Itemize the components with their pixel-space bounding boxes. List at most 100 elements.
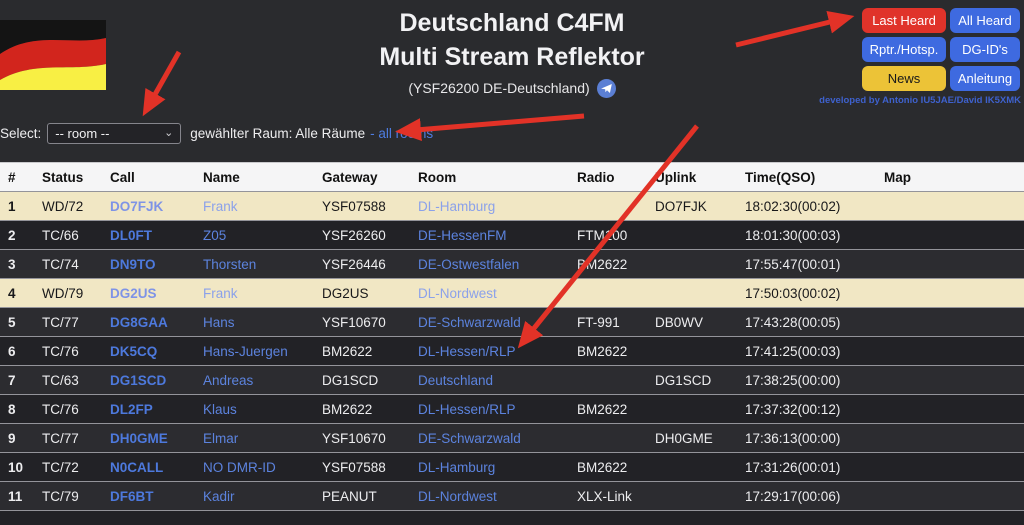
all-rooms-link[interactable]: - all rooms <box>370 126 434 141</box>
title-line-2: Multi Stream Reflektor <box>379 43 645 71</box>
cell-name[interactable]: Elmar <box>203 430 239 446</box>
cell-name[interactable]: Hans <box>203 314 235 330</box>
column-header-uplink: Uplink <box>655 169 697 185</box>
cell-num: 3 <box>8 256 16 272</box>
cell-num: 11 <box>8 488 23 504</box>
table-body: 1 WD/72 DO7FJK Frank YSF07588 DL-Hamburg DO7FJ… <box>0 191 1024 510</box>
cell-gateway: PEANUT <box>322 488 377 504</box>
button-last-heard[interactable]: Last Heard <box>862 8 946 33</box>
cell-room[interactable]: DL-Hamburg <box>418 459 496 475</box>
cell-time: 17:36:13(00:00) <box>745 430 841 446</box>
cell-name[interactable]: Kadir <box>203 488 235 504</box>
cell-call[interactable]: DK5CQ <box>110 343 158 359</box>
cell-call[interactable]: DL2FP <box>110 401 153 417</box>
cell-num: 9 <box>8 430 16 446</box>
cell-gateway: DG1SCD <box>322 372 379 388</box>
cell-status: TC/76 <box>42 343 79 359</box>
cell-name[interactable]: Frank <box>203 198 238 214</box>
column-header-name: Name <box>203 169 240 185</box>
cell-name[interactable]: Z05 <box>203 227 227 243</box>
room-select[interactable]: -- room -- ⌄ <box>47 123 182 144</box>
cell-room[interactable]: Deutschland <box>418 372 494 388</box>
chevron-down-icon: ⌄ <box>164 127 174 139</box>
button-anleitung[interactable]: Anleitung <box>950 66 1020 91</box>
cell-call[interactable]: DG8GAA <box>110 314 168 330</box>
cell-call[interactable]: N0CALL <box>110 459 164 475</box>
column-header-room: Room <box>418 169 457 185</box>
table-row: 6 TC/76 DK5CQ Hans-Juergen BM2622 DL-Hessen/R… <box>0 336 1024 365</box>
cell-room[interactable]: DE-Schwarzwald <box>418 430 521 446</box>
table-row: 3 TC/74 DN9TO Thorsten YSF26446 DE-Ostwestfal… <box>0 249 1024 278</box>
table-row: 4 WD/79 DG2US Frank DG2US DL-Nordwest 17:50:03… <box>0 278 1024 307</box>
cell-time: 18:02:30(00:02) <box>745 198 841 214</box>
cell-time: 17:37:32(00:12) <box>745 401 841 417</box>
table-row: 9 TC/77 DH0GME Elmar YSF10670 DE-Schwarzwald D… <box>0 423 1024 452</box>
reflector-subtitle: (YSF26200 DE-Deutschland) <box>408 80 590 96</box>
cell-name[interactable]: Klaus <box>203 401 237 417</box>
cell-num: 4 <box>8 285 16 301</box>
cell-call[interactable]: DF6BT <box>110 488 154 504</box>
button-all-heard[interactable]: All Heard <box>950 8 1020 33</box>
cell-room[interactable]: DE-Schwarzwald <box>418 314 521 330</box>
column-header-gateway: Gateway <box>322 169 378 185</box>
cell-gateway: YSF10670 <box>322 430 386 446</box>
cell-room[interactable]: DL-Hamburg <box>418 198 496 214</box>
cell-uplink: DH0GME <box>655 430 713 446</box>
table-row-partial <box>0 510 1024 525</box>
cell-room[interactable]: DL-Hessen/RLP <box>418 343 516 359</box>
cell-uplink: DB0WV <box>655 314 704 330</box>
annotation-arrow-room-select <box>142 50 182 117</box>
cell-status: TC/76 <box>42 401 79 417</box>
cell-name[interactable]: Hans-Juergen <box>203 343 288 359</box>
cell-num: 5 <box>8 314 16 330</box>
cell-call[interactable]: DG2US <box>110 285 157 301</box>
cell-time: 17:41:25(00:03) <box>745 343 841 359</box>
cell-num: 1 <box>8 198 16 214</box>
table-row: 11 TC/79 DF6BT Kadir PEANUT DL-Nordwest XLX-Li… <box>0 481 1024 510</box>
cell-call[interactable]: DH0GME <box>110 430 168 446</box>
cell-time: 17:29:17(00:06) <box>745 488 841 504</box>
cell-time: 17:55:47(00:01) <box>745 256 841 272</box>
cell-gateway: DG2US <box>322 285 369 301</box>
cell-radio: FTM100 <box>577 227 628 243</box>
cell-call[interactable]: DL0FT <box>110 227 152 243</box>
cell-status: TC/77 <box>42 314 79 330</box>
cell-room[interactable]: DL-Hessen/RLP <box>418 401 516 417</box>
cell-call[interactable]: DO7FJK <box>110 198 164 214</box>
column-header-call: Call <box>110 169 135 185</box>
telegram-icon[interactable] <box>596 78 616 98</box>
cell-gateway: YSF26446 <box>322 256 386 272</box>
table-header-row: # Status Call Name Gateway Room Radio Uplink Tim… <box>0 162 1024 191</box>
cell-room[interactable]: DL-Nordwest <box>418 285 497 301</box>
cell-num: 10 <box>8 459 24 475</box>
button-rptr-hotsp-[interactable]: Rptr./Hotsp. <box>862 37 946 62</box>
cell-name[interactable]: Andreas <box>203 372 254 388</box>
button-dg-id-s[interactable]: DG-ID's <box>950 37 1020 62</box>
cell-radio: BM2622 <box>577 343 628 359</box>
cell-call[interactable]: DN9TO <box>110 256 156 272</box>
cell-room[interactable]: DL-Nordwest <box>418 488 497 504</box>
title-line-1: Deutschland C4FM <box>399 9 625 37</box>
cell-call[interactable]: DG1SCD <box>110 372 167 388</box>
room-select-value: -- room -- <box>55 126 110 141</box>
cell-status: TC/63 <box>42 372 79 388</box>
cell-time: 17:43:28(00:05) <box>745 314 841 330</box>
cell-num: 8 <box>8 401 16 417</box>
column-header-time: Time(QSO) <box>745 169 816 185</box>
room-selector-row: Select: -- room -- ⌄ gewählter Raum: All… <box>0 123 433 144</box>
cell-name[interactable]: NO DMR-ID <box>203 459 276 475</box>
cell-room[interactable]: DE-HessenFM <box>418 227 507 243</box>
cell-name[interactable]: Thorsten <box>203 256 257 272</box>
cell-num: 7 <box>8 372 16 388</box>
german-flag-image <box>0 20 106 90</box>
cell-time: 17:31:26(00:01) <box>745 459 841 475</box>
cell-gateway: YSF26260 <box>322 227 386 243</box>
table-row: 10 TC/72 N0CALL NO DMR-ID YSF07588 DL-Hamburg… <box>0 452 1024 481</box>
cell-radio: BM2622 <box>577 401 628 417</box>
button-news[interactable]: News <box>862 66 946 91</box>
cell-name[interactable]: Frank <box>203 285 238 301</box>
cell-status: TC/77 <box>42 430 79 446</box>
page-title: Deutschland C4FM Multi Stream Reflektor … <box>200 6 824 99</box>
cell-room[interactable]: DE-Ostwestfalen <box>418 256 520 272</box>
cell-num: 6 <box>8 343 16 359</box>
